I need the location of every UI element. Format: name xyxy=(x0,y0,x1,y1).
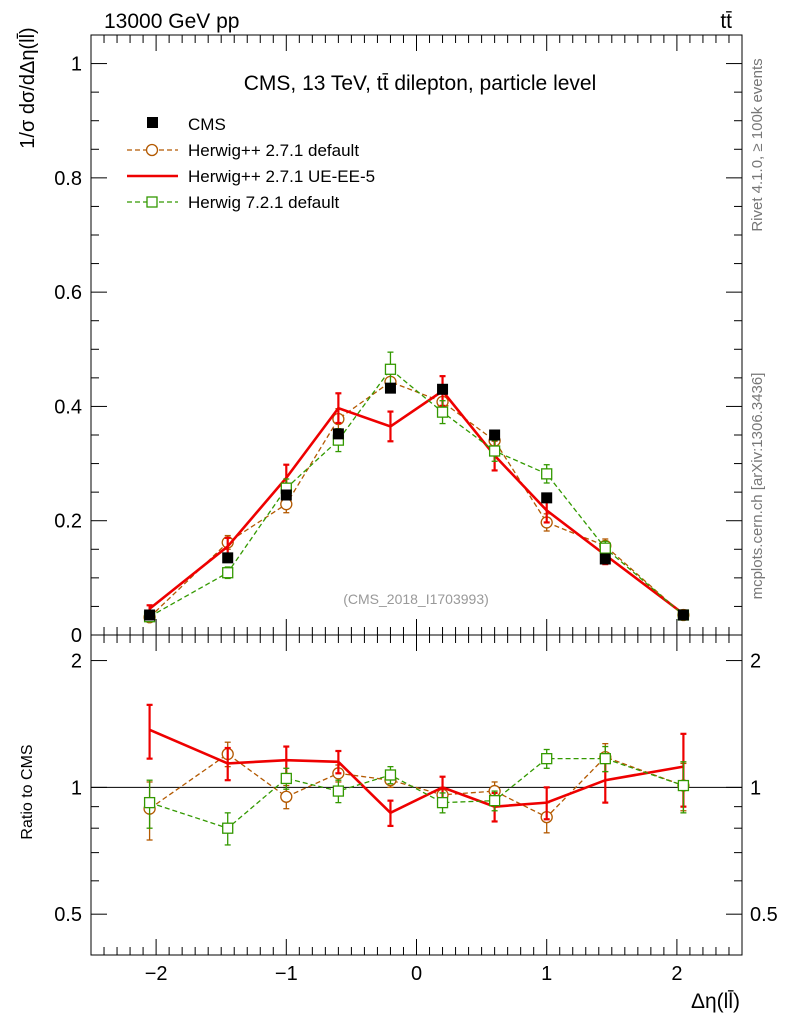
ratio-tick-label-left: 0.5 xyxy=(54,904,82,926)
cms-data-point xyxy=(384,382,396,394)
ratio-point-marker xyxy=(222,822,234,834)
main-point-marker xyxy=(436,406,449,418)
y-tick-label: 1 xyxy=(71,54,82,76)
legend-label-herwigpp-ueee5: Herwig++ 2.7.1 UE-EE-5 xyxy=(188,167,375,186)
legend: CMS Herwig++ 2.7.1 default Herwig++ 2.7.… xyxy=(127,115,375,212)
y-tick-label: 0 xyxy=(71,625,82,647)
ratio-panel-frame xyxy=(90,634,743,956)
main-point-marker xyxy=(599,542,611,554)
ratio-tick-label-right: 2 xyxy=(750,651,761,673)
process-label: tt̄ xyxy=(720,10,732,33)
rivet-version-label: Rivet 4.1.0, ≥ 100k events xyxy=(749,58,766,231)
cms-data-point xyxy=(222,552,234,564)
y-tick-label: 0.6 xyxy=(54,282,82,304)
ratio-point-marker xyxy=(384,769,397,781)
ratio-point-marker xyxy=(541,753,553,765)
axes-layer: −2 −1 0 1 2 0 0.2 0.4 0.6 0.8 1 0.5 0.5 1 1 2 2 xyxy=(54,34,778,985)
main-point-marker xyxy=(222,567,234,579)
chart-title: CMS, 13 TeV, tt̄ dilepton, particle leve… xyxy=(244,72,597,95)
ratio-tick-label-right: 0.5 xyxy=(750,904,778,926)
x-tick-label: 0 xyxy=(411,963,422,985)
ratio-series-line-1 xyxy=(149,753,684,818)
source-label: mcplots.cern.ch [arXiv:1306.3436] xyxy=(749,373,766,600)
x-axis-label: Δη(ll̄) xyxy=(691,989,740,1013)
y-tick-label: 0.2 xyxy=(54,511,82,533)
legend-marker-cms xyxy=(147,117,158,128)
collision-energy-label: 13000 GeV pp xyxy=(104,10,239,33)
x-tick-label: −1 xyxy=(275,963,298,985)
cms-data-point xyxy=(144,609,156,621)
ratio-tick-label-right: 1 xyxy=(750,777,761,799)
x-tick-label: −2 xyxy=(145,963,168,985)
ratio-axis-label: Ratio to CMS xyxy=(19,744,36,839)
ratio-point-marker xyxy=(280,790,293,803)
ratio-tick-label-left: 2 xyxy=(71,651,82,673)
cms-data-point xyxy=(489,429,501,441)
main-series-line-3 xyxy=(149,368,684,618)
ratio-point-marker xyxy=(143,796,156,809)
ratio-tick-label-left: 1 xyxy=(71,777,82,799)
y-tick-label: 0.8 xyxy=(54,168,82,190)
main-point-marker xyxy=(384,363,397,375)
cms-data-point xyxy=(437,383,449,395)
ratio-point-marker xyxy=(332,785,345,797)
x-tick-label: 1 xyxy=(541,963,552,985)
ratio-series-line-2 xyxy=(149,728,684,815)
cms-data-point xyxy=(541,492,553,504)
ratio-point-marker xyxy=(488,794,501,807)
legend-marker-herwig7-default xyxy=(146,196,158,208)
legend-marker-herwigpp-default xyxy=(145,143,159,157)
legend-label-herwigpp-default: Herwig++ 2.7.1 default xyxy=(188,141,359,160)
x-tick-label: 2 xyxy=(671,963,682,985)
legend-label-herwig7-default: Herwig 7.2.1 default xyxy=(188,193,339,212)
y-tick-label: 0.4 xyxy=(54,396,82,418)
main-point-marker xyxy=(541,468,553,480)
ratio-point-marker xyxy=(280,772,292,785)
cms-data-point xyxy=(332,428,344,440)
y-axis-label: 1/σ dσ/dΔη(ll̄) xyxy=(16,27,39,148)
legend-label-cms: CMS xyxy=(188,115,226,134)
cms-data-point xyxy=(280,489,292,501)
ratio-series-line-3 xyxy=(149,758,684,829)
cms-data-point xyxy=(599,553,611,565)
main-point-marker xyxy=(488,445,501,457)
series-layer xyxy=(143,351,690,846)
ratio-point-marker xyxy=(599,753,611,765)
analysis-id-label: (CMS_2018_I1703993) xyxy=(343,591,489,607)
ratio-point-marker xyxy=(677,779,690,792)
main-series-line-1 xyxy=(149,381,684,618)
cms-data-point xyxy=(677,609,689,621)
main-series-line-2 xyxy=(148,389,685,615)
ratio-point-marker xyxy=(436,796,449,809)
